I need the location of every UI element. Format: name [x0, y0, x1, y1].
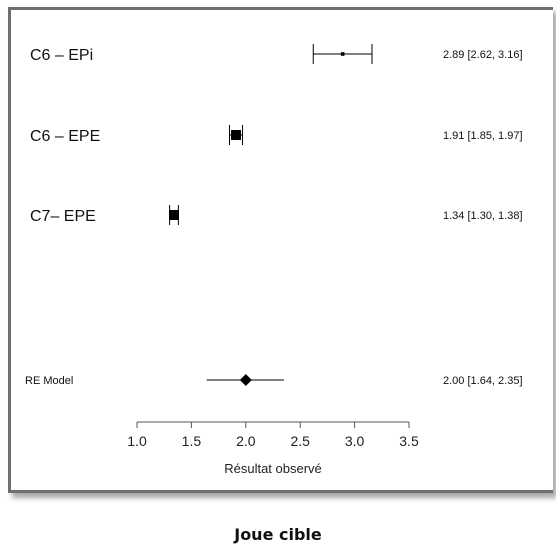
summary-label: RE Model: [25, 375, 73, 387]
x-tick-label: 1.5: [182, 433, 202, 449]
forest-plot: C6 – EPi 2.89 [2.62, 3.16] C6 – EPE 1.91 [1…: [25, 44, 523, 476]
study-label: C6 – EPE: [30, 128, 100, 145]
study-row: C7– EPE 1.34 [1.30, 1.38]: [30, 205, 523, 225]
ci-text: 2.89 [2.62, 3.16]: [443, 49, 523, 61]
x-tick-label: 3.5: [399, 433, 419, 449]
x-tick-label: 1.0: [127, 433, 147, 449]
study-row: C6 – EPE 1.91 [1.85, 1.97]: [30, 125, 523, 145]
x-tick-label: 2.0: [236, 433, 256, 449]
figure-frame: C6 – EPi 2.89 [2.62, 3.16] C6 – EPE 1.91 [1…: [8, 7, 553, 493]
point-estimate: [168, 210, 179, 220]
x-axis-title: Résultat observé: [224, 461, 322, 476]
ci-text: 1.91 [1.85, 1.97]: [443, 130, 523, 142]
point-estimate: [340, 52, 345, 56]
figure-caption: Joue cible: [234, 525, 322, 544]
summary-row: RE Model 2.00 [1.64, 2.35]: [25, 374, 523, 387]
study-label: C7– EPE: [30, 208, 96, 225]
x-tick-label: 2.5: [290, 433, 310, 449]
summary-ci-text: 2.00 [1.64, 2.35]: [443, 375, 523, 387]
study-label: C6 – EPi: [30, 47, 93, 64]
summary-diamond: [239, 374, 252, 386]
study-row: C6 – EPi 2.89 [2.62, 3.16]: [30, 44, 523, 64]
point-estimate: [231, 130, 242, 140]
x-tick-label: 3.0: [345, 433, 365, 449]
ci-text: 1.34 [1.30, 1.38]: [443, 210, 523, 222]
